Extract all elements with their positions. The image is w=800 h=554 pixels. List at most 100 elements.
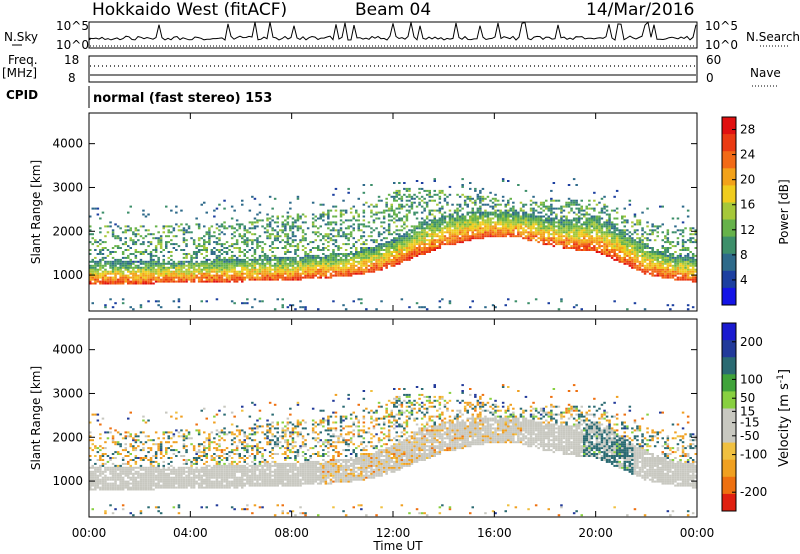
power-cell	[395, 249, 398, 251]
power-cell	[547, 219, 550, 222]
power-cell	[99, 227, 102, 230]
power-cell	[89, 264, 92, 267]
power-cell	[127, 276, 130, 279]
power-cell	[542, 223, 545, 226]
velocity-cell	[154, 460, 158, 463]
power-cell	[152, 268, 155, 271]
power-cell	[496, 209, 500, 212]
power-cell	[121, 264, 125, 267]
power-cell	[238, 223, 241, 226]
power-cell	[458, 215, 462, 218]
power-cell	[491, 225, 495, 228]
power-cell	[111, 229, 115, 232]
power-cell	[441, 235, 444, 238]
power-cell	[89, 233, 92, 236]
power-cell	[339, 213, 343, 216]
power-cell	[111, 262, 115, 265]
power-cell	[319, 239, 322, 242]
power-cell	[370, 247, 373, 249]
power-cell	[177, 270, 181, 273]
power-cell	[431, 245, 434, 248]
power-cell	[337, 254, 340, 257]
power-cell	[456, 211, 459, 214]
power-cell	[225, 268, 229, 271]
power-cell	[142, 280, 145, 283]
velocity-cell	[152, 474, 155, 477]
power-cell	[147, 272, 150, 275]
power-cell	[311, 256, 315, 259]
power-cell	[273, 262, 277, 265]
power-cell	[334, 258, 338, 261]
power-cell	[218, 278, 221, 281]
power-cell	[200, 268, 203, 271]
power-cell	[585, 243, 588, 246]
power-cell	[235, 272, 239, 275]
power-cell	[180, 278, 183, 281]
power-cell	[398, 217, 401, 220]
power-cell	[428, 225, 431, 228]
power-cell	[509, 227, 512, 230]
power-cell	[367, 260, 371, 263]
velocity-cell	[104, 466, 107, 469]
power-cell	[567, 219, 571, 222]
power-cell	[562, 229, 566, 232]
power-cell	[127, 278, 130, 281]
power-cell	[479, 233, 482, 236]
power-cell	[347, 233, 350, 236]
power-cell	[91, 270, 94, 273]
power-cell	[418, 223, 421, 226]
power-cell	[129, 272, 132, 275]
power-cell	[420, 251, 424, 253]
power-cell	[674, 262, 677, 265]
power-cell	[317, 270, 320, 273]
velocity-cell	[111, 437, 115, 440]
power-cell	[403, 239, 406, 242]
power-cell	[689, 270, 692, 273]
power-cell	[339, 223, 343, 226]
power-cell	[499, 203, 502, 206]
power-cell	[479, 215, 482, 218]
power-cell	[438, 245, 442, 248]
power-cell	[372, 219, 376, 222]
power-cell	[496, 213, 500, 216]
power-cell	[241, 280, 244, 283]
power-cell	[496, 233, 500, 236]
power-cell	[476, 229, 480, 232]
power-cell	[626, 254, 629, 257]
power-cell	[509, 207, 512, 210]
power-cell	[684, 264, 687, 267]
power-cell	[213, 215, 216, 218]
power-cell	[304, 253, 307, 255]
power-cell	[279, 268, 282, 271]
power-cell	[517, 215, 520, 218]
power-cell	[456, 237, 459, 240]
velocity-cell	[116, 478, 120, 481]
power-cell	[116, 280, 120, 283]
power-cell	[595, 249, 599, 251]
power-cell	[144, 276, 148, 279]
power-cell	[144, 266, 148, 269]
power-cell	[271, 276, 274, 279]
power-cell	[111, 276, 115, 279]
power-cell	[233, 266, 236, 269]
power-cell	[96, 245, 100, 248]
power-cell	[203, 225, 206, 228]
power-cell	[621, 258, 624, 261]
power-cell	[104, 225, 107, 228]
power-cell	[339, 260, 343, 263]
velocity-cell	[129, 459, 132, 461]
velocity-cell	[99, 459, 102, 461]
power-cell	[311, 260, 315, 263]
power-cell	[187, 264, 191, 267]
power-cell	[610, 233, 614, 236]
power-cell	[208, 241, 211, 244]
power-cell	[149, 268, 153, 271]
power-cell	[182, 227, 186, 230]
velocity-cell	[144, 421, 148, 424]
power-cell	[638, 219, 642, 222]
power-cell	[213, 241, 216, 244]
power-cell	[653, 262, 657, 265]
power-cell	[170, 258, 173, 261]
velocity-cell	[127, 455, 130, 457]
power-cell	[603, 237, 606, 240]
